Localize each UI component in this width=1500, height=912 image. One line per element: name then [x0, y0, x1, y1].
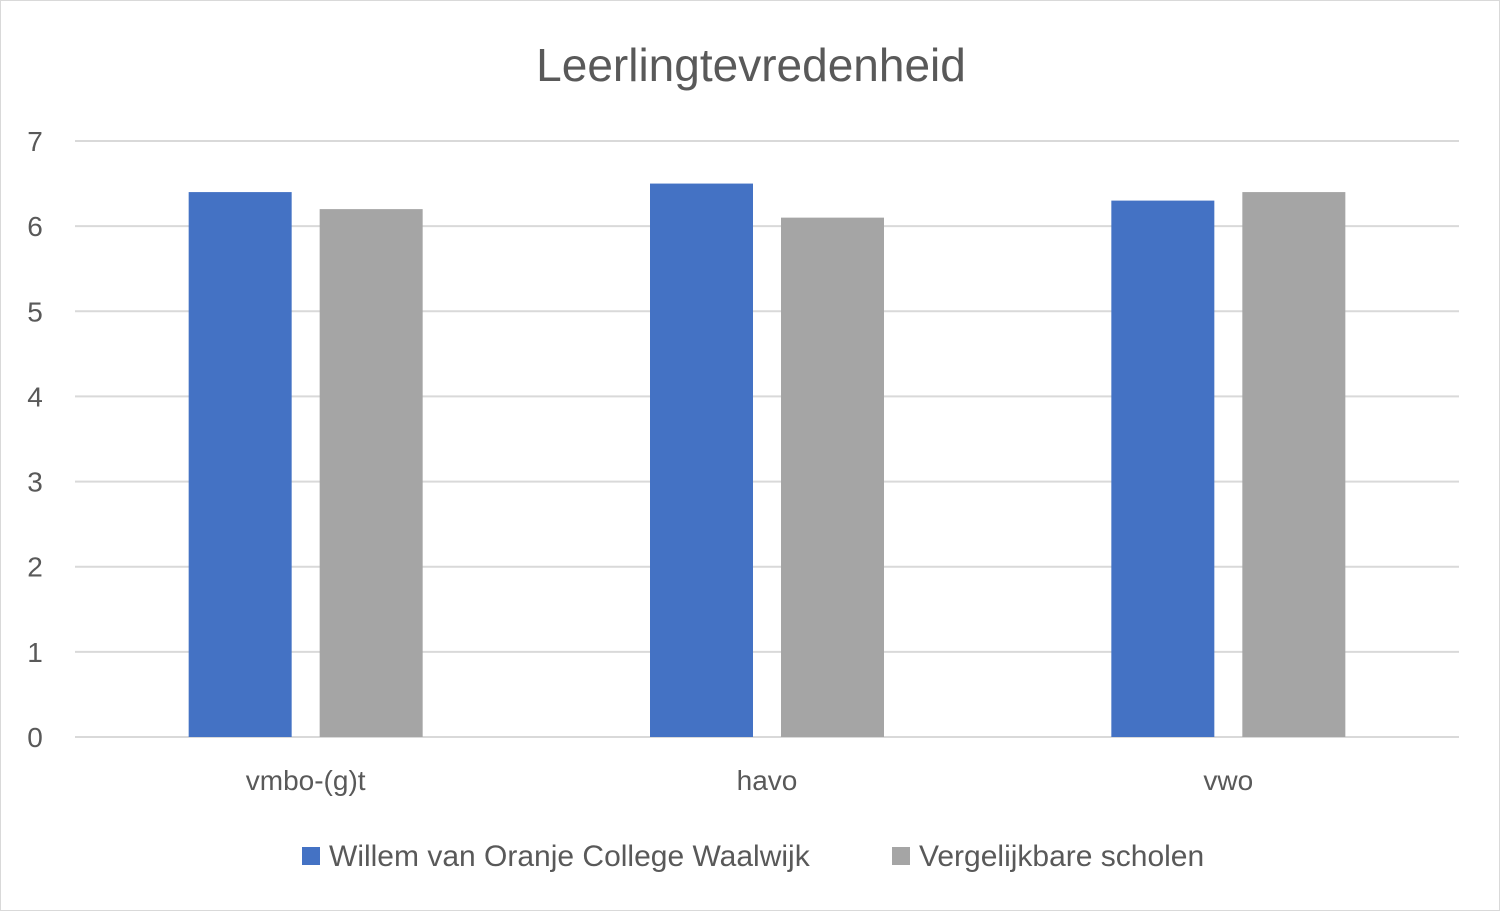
chart-title: Leerlingtevredenheid — [536, 39, 966, 91]
x-category-label: vwo — [1203, 765, 1253, 796]
bar-comparison — [1242, 192, 1346, 738]
legend-label: Vergelijkbare scholen — [919, 840, 1204, 873]
bars — [188, 183, 1346, 738]
y-tick-label: 0 — [27, 722, 43, 753]
x-category-label: havo — [737, 765, 798, 796]
legend: Willem van Oranje College Waalwijk Vergel… — [302, 840, 1204, 873]
legend-label: Willem van Oranje College Waalwijk — [329, 840, 811, 873]
legend-swatch — [302, 847, 320, 865]
y-axis-ticks: 0 1 2 3 4 5 6 7 — [27, 126, 43, 753]
gridlines — [75, 140, 1459, 738]
bar-school — [650, 183, 753, 738]
y-tick-label: 2 — [27, 552, 43, 583]
y-tick-label: 3 — [27, 467, 43, 498]
bar-comparison — [319, 209, 423, 738]
y-tick-label: 7 — [27, 126, 43, 157]
bar-comparison — [781, 217, 884, 738]
legend-swatch — [892, 847, 910, 865]
bar-school — [188, 192, 292, 738]
y-tick-label: 1 — [27, 637, 43, 668]
y-tick-label: 4 — [27, 381, 43, 412]
y-tick-label: 6 — [27, 211, 43, 242]
x-axis-categories: vmbo-(g)t havo vwo — [246, 765, 1253, 796]
x-category-label: vmbo-(g)t — [246, 765, 366, 796]
y-tick-label: 5 — [27, 296, 43, 327]
bar-school — [1111, 200, 1215, 738]
